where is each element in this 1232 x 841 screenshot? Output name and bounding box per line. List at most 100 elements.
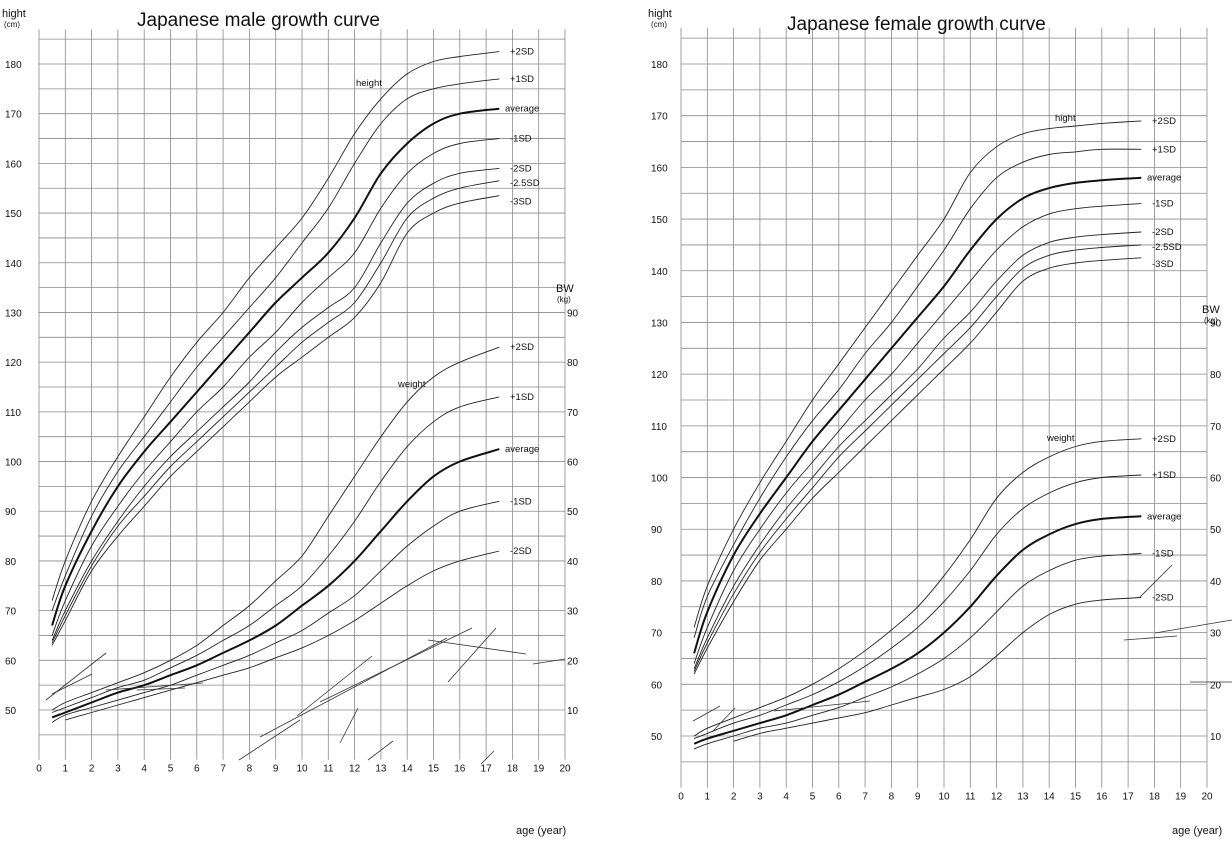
female-bw-unit: (kg) (1204, 316, 1218, 325)
male-x-tick-label: 6 (194, 764, 200, 775)
female-height-curve--2_5SD (693, 244, 1142, 672)
male-height-curve-label: average (505, 104, 539, 115)
male-height-curve-label: -2SD (510, 163, 532, 174)
male-weight-curve--1SD (51, 500, 500, 723)
female-height-curve-label: -2SD (1152, 227, 1174, 238)
scan-stray-stroke (259, 637, 448, 738)
male-y-axis-label: hight (2, 8, 26, 20)
scan-stray-stroke (1138, 564, 1173, 599)
male-bw-unit: (kg) (557, 295, 571, 304)
male-x-tick-label: 4 (141, 764, 147, 775)
scan-stray-stroke (136, 687, 186, 691)
female-y-tick-label: 110 (651, 422, 667, 433)
male-y-tick-label: 90 (5, 507, 17, 518)
female-x-tick-label: 7 (862, 792, 868, 803)
female-weight-curve-label: +1SD (1152, 470, 1176, 481)
male-weight-curve-label: +1SD (510, 392, 534, 403)
female-x-tick-label: 9 (915, 792, 921, 803)
scan-stray-stroke (480, 750, 495, 765)
female-x-tick-label: 12 (991, 792, 1003, 803)
male-weight-curve-plus2SD (51, 346, 500, 711)
scan-stray-stroke (711, 707, 736, 733)
female-x-axis-label: age (year) (1172, 825, 1222, 837)
male-height-curve-label: -2.5SD (510, 178, 540, 189)
female-bw-tick-label: 40 (1210, 577, 1222, 588)
male-height-curve-average (51, 107, 500, 626)
female-bw-tick-label: 60 (1210, 474, 1222, 485)
female-height-curve--1SD (693, 203, 1142, 664)
male-weight-curve-label: +2SD (510, 342, 534, 353)
male-bw-tick-label: 50 (567, 507, 579, 518)
female-y-tick-label: 120 (651, 370, 668, 381)
male-height-curve-label: +2SD (510, 47, 534, 58)
female-height-curve-label: -2.5SD (1152, 242, 1182, 253)
male-bw-tick-label: 30 (567, 607, 579, 618)
male-x-tick-label: 17 (481, 764, 493, 775)
male-x-tick-label: 13 (375, 764, 387, 775)
female-growth-chart: Japanese female growth curve hight (cm) … (648, 8, 1222, 837)
scan-stray-stroke (1154, 619, 1232, 634)
male-x-tick-label: 11 (323, 764, 334, 775)
female-x-tick-label: 2 (731, 792, 737, 803)
female-y-tick-label: 160 (651, 163, 668, 174)
female-weight-label: weight (1046, 433, 1075, 444)
male-height-label: height (356, 78, 382, 89)
male-height-curve-label: +1SD (510, 74, 534, 85)
female-x-tick-label: 16 (1096, 792, 1108, 803)
female-x-tick-label: 8 (889, 792, 895, 803)
female-weight-curve-label: -1SD (1152, 549, 1174, 560)
female-y-tick-label: 170 (651, 112, 668, 123)
female-weight-curve-average (693, 515, 1142, 745)
female-x-tick-label: 19 (1175, 792, 1187, 803)
female-x-tick-label: 13 (1017, 792, 1029, 803)
male-bw-tick-label: 40 (567, 557, 579, 568)
female-bw-tick-label: 30 (1210, 629, 1222, 640)
female-y-tick-label: 100 (651, 474, 668, 485)
male-x-tick-label: 20 (559, 764, 571, 775)
male-weight-curve-label: -1SD (510, 496, 532, 507)
male-weight-curve--2SD (65, 550, 500, 721)
female-weight-curve-label: average (1147, 511, 1181, 522)
male-weight-label: weight (397, 379, 426, 390)
male-x-tick-label: 9 (273, 764, 279, 775)
scan-stray-stroke (238, 719, 301, 761)
male-weight-curve-label: -2SD (510, 546, 532, 557)
male-y-tick-label: 180 (5, 60, 22, 71)
female-x-tick-label: 10 (938, 792, 950, 803)
female-y-tick-label: 50 (651, 732, 663, 743)
scan-stray-stroke (339, 707, 359, 744)
male-height-curve-label: -1SD (510, 134, 532, 145)
male-height-curve--2_5SD (51, 180, 500, 644)
male-y-tick-label: 70 (5, 607, 17, 618)
female-weight-curve-label: -2SD (1152, 592, 1174, 603)
female-y-tick-label: 60 (651, 680, 663, 691)
male-x-tick-label: 3 (115, 764, 121, 775)
female-height-curve-plus2SD (693, 120, 1142, 628)
female-height-curve--2SD (693, 231, 1142, 669)
female-x-tick-label: 11 (965, 792, 976, 803)
female-height-curve-label: average (1147, 173, 1181, 184)
female-x-tick-label: 5 (810, 792, 816, 803)
female-chart-title: Japanese female growth curve (787, 14, 1046, 35)
male-x-tick-label: 19 (533, 764, 545, 775)
female-y-tick-label: 80 (651, 577, 663, 588)
male-y-tick-label: 150 (5, 209, 22, 220)
male-weight-curve-plus1SD (51, 396, 500, 713)
female-weight-curve--2SD (733, 597, 1142, 742)
male-bw-tick-label: 60 (567, 458, 579, 469)
male-bw-tick-label: 70 (567, 408, 579, 419)
female-height-curve-label: -3SD (1152, 259, 1174, 270)
male-x-tick-label: 15 (428, 764, 440, 775)
scan-stray-stroke (427, 639, 527, 655)
male-bw-tick-label: 20 (567, 656, 579, 667)
male-x-tick-label: 16 (454, 764, 466, 775)
female-x-tick-label: 3 (757, 792, 763, 803)
female-x-tick-label: 14 (1044, 792, 1056, 803)
scan-stray-stroke (447, 627, 497, 683)
female-bw-tick-label: 10 (1210, 732, 1222, 743)
female-height-curve-label: +1SD (1152, 144, 1176, 155)
female-x-tick-label: 20 (1201, 792, 1213, 803)
female-weight-curve--1SD (693, 553, 1142, 750)
female-x-tick-label: 0 (678, 792, 684, 803)
